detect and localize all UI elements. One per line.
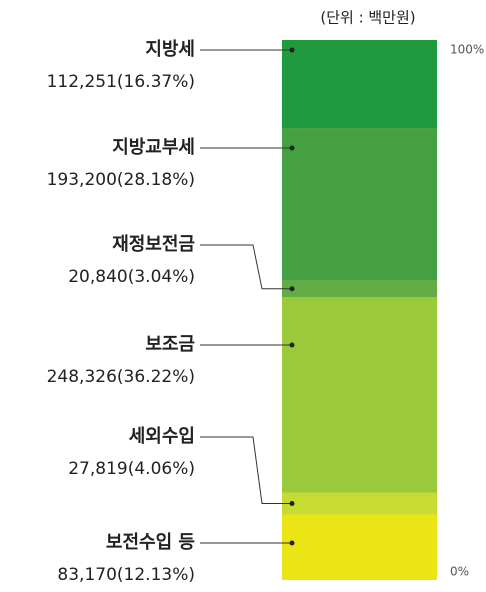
bar-segment <box>282 40 437 129</box>
bar-segment <box>282 128 437 281</box>
y-tick-label: 0% <box>450 565 469 579</box>
series-name: 세외수입 <box>129 425 195 447</box>
leader-dot <box>289 145 295 151</box>
unit-note: (단위 : 백만원) <box>320 9 415 27</box>
series-name: 지방세 <box>145 39 195 60</box>
leader-dot <box>289 540 295 546</box>
leader-line <box>200 436 292 505</box>
value-label: 193,200(28.18%) <box>47 170 195 190</box>
leader-dot <box>289 286 295 292</box>
leader-dot <box>289 47 295 53</box>
value-label: 248,326(36.22%) <box>47 367 195 387</box>
series-name: 보조금 <box>145 334 195 355</box>
bar-segment <box>282 280 437 297</box>
value-label: 83,170(12.13%) <box>57 565 195 585</box>
value-label: 27,819(4.06%) <box>68 459 195 479</box>
bar-segment <box>282 492 437 515</box>
series-name: 지방교부세 <box>112 137 195 158</box>
leader-line <box>200 244 292 290</box>
series-name: 보전수입 등 <box>106 531 195 553</box>
y-tick-label: 100% <box>450 43 484 57</box>
series-name: 재정보전금 <box>112 234 195 255</box>
value-label: 20,840(3.04%) <box>68 267 195 287</box>
bar-segment <box>282 296 437 493</box>
value-label: 112,251(16.37%) <box>47 72 195 92</box>
leader-dot <box>289 342 295 348</box>
leader-dot <box>289 501 295 507</box>
bar-segment <box>282 514 437 580</box>
